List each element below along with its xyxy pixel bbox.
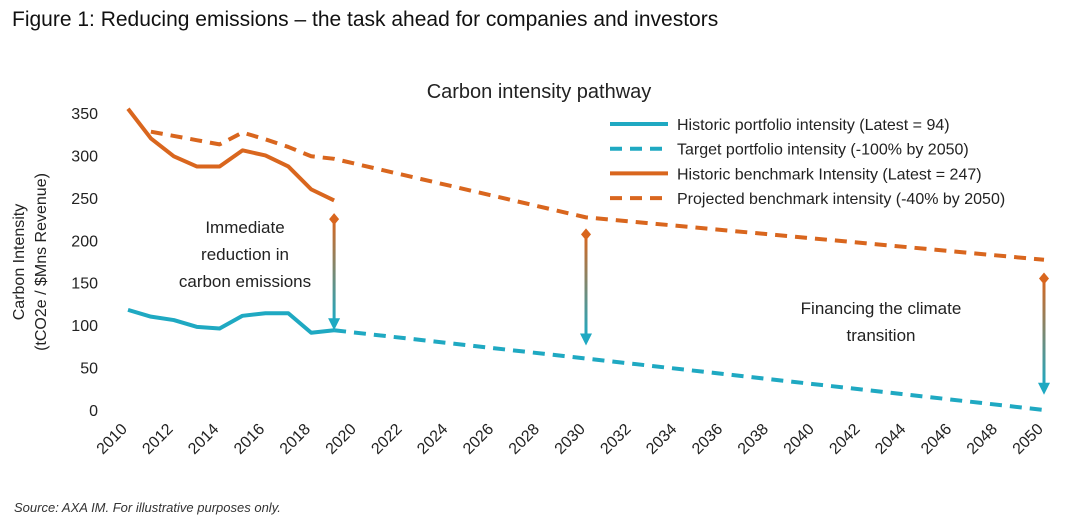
x-tick-label: 2012 [139,421,176,458]
x-tick-label: 2024 [414,421,451,458]
chart-title: Carbon intensity pathway [427,81,652,103]
x-tick-label: 2046 [918,421,955,458]
y-tick-label: 150 [71,276,98,293]
y-axis-ticks: 0 50 100 150 200 250 300 350 [71,106,98,420]
x-tick-label: 2050 [1010,421,1047,458]
legend-label-0: Historic portfolio intensity (Latest = 9… [677,117,950,134]
y-tick-label: 100 [71,318,98,335]
x-tick-label: 2032 [597,421,634,458]
annotation-financing-transition: Financing the climate transition [801,299,962,345]
y-tick-label: 200 [71,233,98,250]
series-layer [126,107,1045,412]
x-tick-label: 2018 [277,421,314,458]
series-line-0 [127,307,335,335]
chart-legend: Historic portfolio intensity (Latest = 9… [610,117,1005,208]
legend-label-2: Historic benchmark Intensity (Latest = 2… [677,166,982,183]
x-tick-label: 2014 [185,421,222,458]
x-tick-label: 2048 [964,421,1001,458]
x-axis-ticks: 2010 2012 2014 2016 2018 2020 2022 2024 2026 2028… [94,421,1047,458]
x-tick-label: 2020 [323,421,360,458]
gap-arrow-head [328,318,341,331]
annotation-immediate-reduction: Immediate reduction in carbon emissions [179,218,311,291]
y-tick-label: 50 [80,361,98,378]
source-note: Source: AXA IM. For illustrative purpose… [14,500,281,515]
x-tick-label: 2040 [781,421,818,458]
annotation-line: Immediate [205,218,284,237]
gap-arrow-shaft [332,219,336,321]
annotation-line: transition [847,326,916,345]
x-tick-label: 2034 [643,421,680,458]
annotation-line: reduction in [201,245,289,264]
series-line-1 [333,328,1045,412]
x-tick-label: 2026 [460,421,497,458]
x-tick-label: 2030 [552,421,589,458]
y-axis-label-line2: (tCO2e / $Mns Revenue) [33,173,50,351]
gap-arrow-shaft [584,234,588,336]
x-tick-label: 2038 [735,421,772,458]
gap-arrow-shaft [1042,278,1046,385]
gap-arrow-diamond [329,213,340,226]
y-axis-label-line1: Carbon Intensity [11,204,28,321]
figure-title: Figure 1: Reducing emissions – the task … [12,8,719,31]
arrows-layer [328,213,1050,395]
gap-arrow-head [580,333,592,346]
y-tick-label: 250 [71,191,98,208]
x-tick-label: 2028 [506,421,543,458]
x-tick-label: 2010 [94,421,131,458]
x-tick-label: 2042 [826,421,863,458]
annotation-line: Financing the climate [801,299,962,318]
x-tick-label: 2036 [689,421,726,458]
gap-arrow-diamond [581,228,591,241]
x-tick-label: 2044 [872,421,909,458]
y-tick-label: 0 [89,403,98,420]
legend-label-1: Target portfolio intensity (-100% by 205… [677,142,969,159]
legend-label-3: Projected benchmark intensity (-40% by 2… [677,191,1005,208]
gap-arrow-head [1038,382,1050,395]
y-tick-label: 350 [71,106,98,123]
x-tick-label: 2016 [231,421,268,458]
x-tick-label: 2022 [368,421,405,458]
gap-arrow-diamond [1039,272,1049,285]
series-line-2 [126,107,335,203]
annotation-line: carbon emissions [179,272,311,291]
y-tick-label: 300 [71,148,98,165]
